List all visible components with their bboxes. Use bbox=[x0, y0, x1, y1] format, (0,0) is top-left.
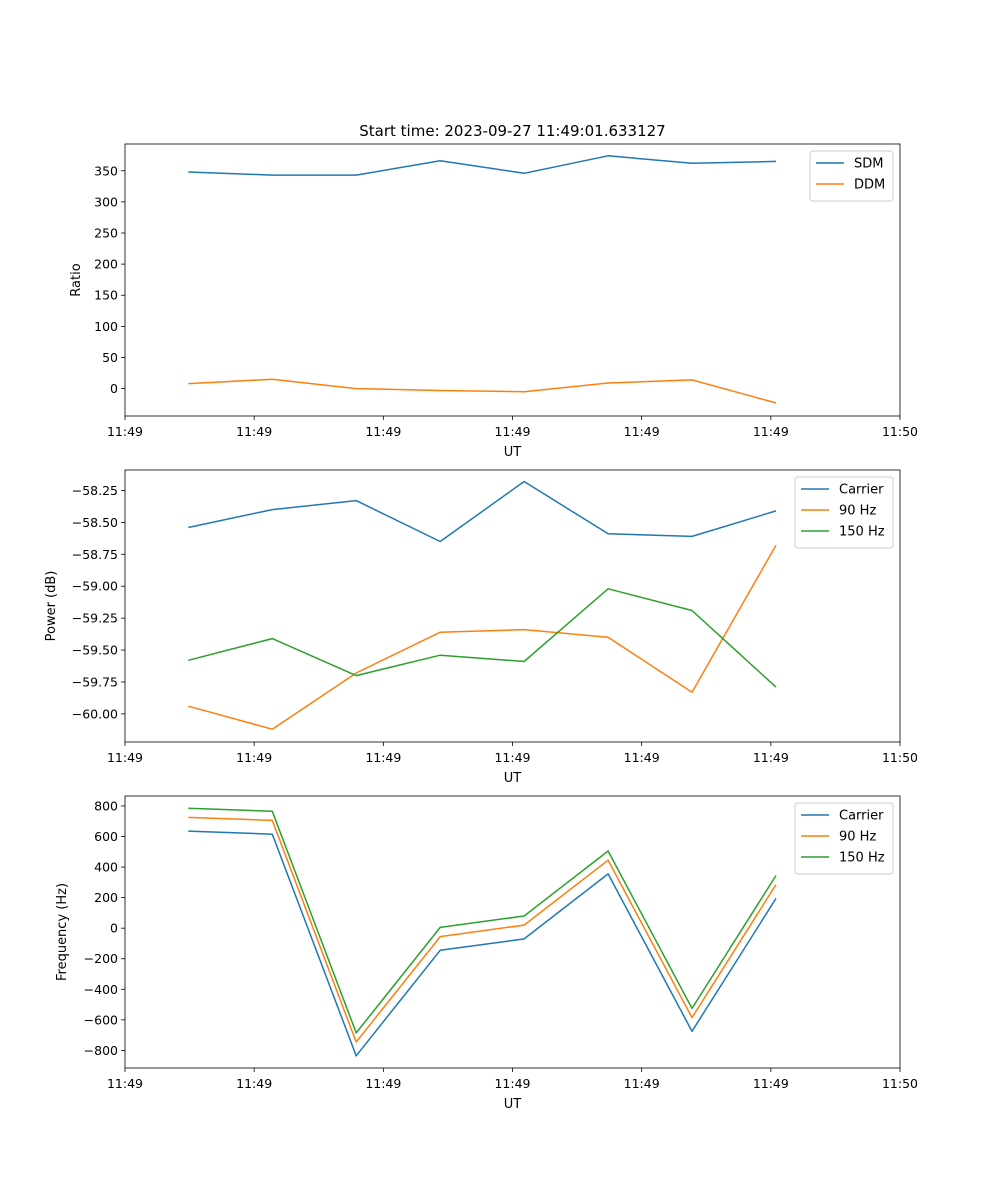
y-tick-label: −59.75 bbox=[72, 674, 118, 689]
y-tick-label: 350 bbox=[94, 163, 118, 178]
panel-ratio: Start time: 2023-09-27 11:49:01.633127 1… bbox=[69, 122, 918, 460]
y-tick-label: 200 bbox=[94, 257, 118, 272]
y-axis-label: Ratio bbox=[69, 263, 84, 296]
y-tick-label: −400 bbox=[84, 982, 118, 997]
y-tick-label: 100 bbox=[94, 319, 118, 334]
ratio-plot-body: 11:49 11:49 11:49 11:49 11:49 11:49 11:50 0 50 10… bbox=[94, 143, 918, 439]
panel-frequency: 11:49 11:49 11:49 11:49 11:49 11:49 11:50 −800 −… bbox=[55, 795, 918, 1112]
y-tick-label: −59.25 bbox=[72, 611, 118, 626]
legend-label: 150 Hz bbox=[839, 525, 885, 540]
legend-label: SDM bbox=[854, 157, 883, 172]
y-tick-label: −59.00 bbox=[72, 579, 118, 594]
series-line-carrier bbox=[188, 480, 777, 543]
y-tick-label: 250 bbox=[94, 226, 118, 241]
axes-frame bbox=[124, 143, 901, 417]
power-plot-body: 11:49 11:49 11:49 11:49 11:49 11:49 11:50 −60.0… bbox=[72, 469, 918, 765]
frequency-plot-body: 11:49 11:49 11:49 11:49 11:49 11:49 11:50 −800 −… bbox=[84, 795, 918, 1091]
legend-label: 90 Hz bbox=[839, 830, 876, 845]
x-tick-label: 11:50 bbox=[882, 1076, 918, 1091]
x-axis-label: UT bbox=[504, 445, 522, 460]
y-tick-label: 0 bbox=[110, 921, 118, 936]
x-tick-label: 11:49 bbox=[236, 750, 272, 765]
x-tick-label: 11:49 bbox=[624, 424, 660, 439]
x-tick-label: 11:49 bbox=[494, 424, 530, 439]
x-tick-label: 11:49 bbox=[624, 1076, 660, 1091]
series-line-90-hz bbox=[188, 544, 777, 730]
legend-label: Carrier bbox=[839, 809, 884, 824]
x-tick-label: 11:49 bbox=[753, 750, 789, 765]
x-tick-label: 11:49 bbox=[107, 1076, 143, 1091]
x-tick-label: 11:50 bbox=[882, 424, 918, 439]
x-tick-label: 11:49 bbox=[365, 1076, 401, 1091]
legend-label: Carrier bbox=[839, 483, 884, 498]
x-tick-label: 11:49 bbox=[753, 424, 789, 439]
x-axis-label: UT bbox=[504, 1097, 522, 1112]
y-axis-label: Frequency (Hz) bbox=[55, 883, 70, 981]
axes-frame bbox=[124, 469, 901, 743]
y-tick-label: −58.75 bbox=[72, 547, 118, 562]
legend-label: DDM bbox=[854, 178, 885, 193]
x-tick-label: 11:49 bbox=[494, 750, 530, 765]
series-line-ddm bbox=[188, 378, 777, 404]
chart-title: Start time: 2023-09-27 11:49:01.633127 bbox=[359, 122, 665, 140]
y-tick-label: 50 bbox=[102, 350, 118, 365]
series-line-carrier bbox=[188, 830, 777, 1057]
y-tick-label: 150 bbox=[94, 288, 118, 303]
y-tick-label: −60.00 bbox=[72, 706, 118, 721]
x-tick-label: 11:49 bbox=[236, 1076, 272, 1091]
series-line-90-hz bbox=[188, 816, 777, 1043]
x-tick-label: 11:50 bbox=[882, 750, 918, 765]
x-tick-label: 11:49 bbox=[236, 424, 272, 439]
y-axis-label: Power (dB) bbox=[44, 571, 59, 642]
legend-label: 90 Hz bbox=[839, 504, 876, 519]
y-tick-label: −600 bbox=[84, 1012, 118, 1027]
y-tick-label: 300 bbox=[94, 194, 118, 209]
x-tick-label: 11:49 bbox=[365, 750, 401, 765]
y-tick-label: −58.50 bbox=[72, 515, 118, 530]
y-tick-label: −59.50 bbox=[72, 643, 118, 658]
y-tick-label: −800 bbox=[84, 1043, 118, 1058]
series-line-sdm bbox=[188, 155, 777, 176]
x-axis-label: UT bbox=[504, 771, 522, 786]
series-line-150-hz bbox=[188, 807, 777, 1034]
x-tick-label: 11:49 bbox=[494, 1076, 530, 1091]
series-line-150-hz bbox=[188, 588, 777, 688]
x-tick-label: 11:49 bbox=[107, 424, 143, 439]
y-tick-label: 0 bbox=[110, 381, 118, 396]
axes-frame bbox=[124, 795, 901, 1069]
y-tick-label: −200 bbox=[84, 951, 118, 966]
y-tick-label: 800 bbox=[94, 798, 118, 813]
x-tick-label: 11:49 bbox=[624, 750, 660, 765]
legend-label: 150 Hz bbox=[839, 851, 885, 866]
y-tick-label: −58.25 bbox=[72, 483, 118, 498]
panel-power: 11:49 11:49 11:49 11:49 11:49 11:49 11:50 −60.0… bbox=[44, 469, 918, 786]
x-tick-label: 11:49 bbox=[365, 424, 401, 439]
y-tick-label: 600 bbox=[94, 829, 118, 844]
x-tick-label: 11:49 bbox=[753, 1076, 789, 1091]
x-tick-label: 11:49 bbox=[107, 750, 143, 765]
y-tick-label: 400 bbox=[94, 860, 118, 875]
y-tick-label: 200 bbox=[94, 890, 118, 905]
